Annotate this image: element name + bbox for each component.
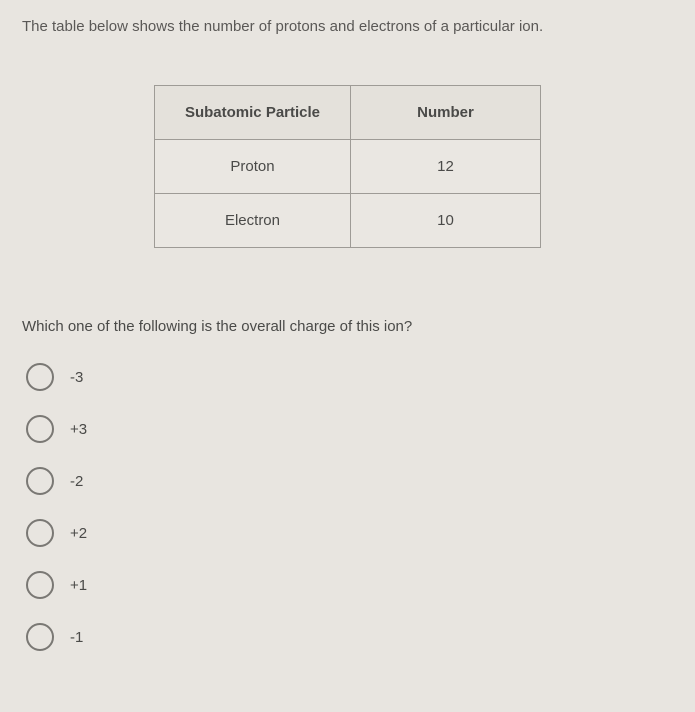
option-row-1[interactable]: +3: [26, 415, 673, 443]
option-label-1: +3: [70, 421, 87, 438]
particle-table: Subatomic Particle Number Proton 12 Elec…: [154, 85, 541, 248]
cell-particle-1: Electron: [154, 194, 350, 248]
table-row: Proton 12: [154, 140, 540, 194]
table-row: Electron 10: [154, 194, 540, 248]
intro-text: The table below shows the number of prot…: [22, 18, 673, 35]
radio-icon[interactable]: [26, 623, 54, 651]
cell-number-0: 12: [351, 140, 541, 194]
option-label-2: -2: [70, 473, 83, 490]
options-group: -3 +3 -2 +2 +1 -1: [22, 363, 673, 651]
option-row-0[interactable]: -3: [26, 363, 673, 391]
option-row-4[interactable]: +1: [26, 571, 673, 599]
option-label-0: -3: [70, 369, 83, 386]
radio-icon[interactable]: [26, 415, 54, 443]
cell-particle-0: Proton: [154, 140, 350, 194]
option-row-3[interactable]: +2: [26, 519, 673, 547]
option-label-4: +1: [70, 577, 87, 594]
option-label-3: +2: [70, 525, 87, 542]
radio-icon[interactable]: [26, 519, 54, 547]
table-header-row: Subatomic Particle Number: [154, 86, 540, 140]
radio-icon[interactable]: [26, 363, 54, 391]
cell-number-1: 10: [351, 194, 541, 248]
radio-icon[interactable]: [26, 571, 54, 599]
question-text: Which one of the following is the overal…: [22, 318, 673, 335]
option-row-2[interactable]: -2: [26, 467, 673, 495]
option-label-5: -1: [70, 629, 83, 646]
col-header-particle: Subatomic Particle: [154, 86, 350, 140]
radio-icon[interactable]: [26, 467, 54, 495]
option-row-5[interactable]: -1: [26, 623, 673, 651]
col-header-number: Number: [351, 86, 541, 140]
